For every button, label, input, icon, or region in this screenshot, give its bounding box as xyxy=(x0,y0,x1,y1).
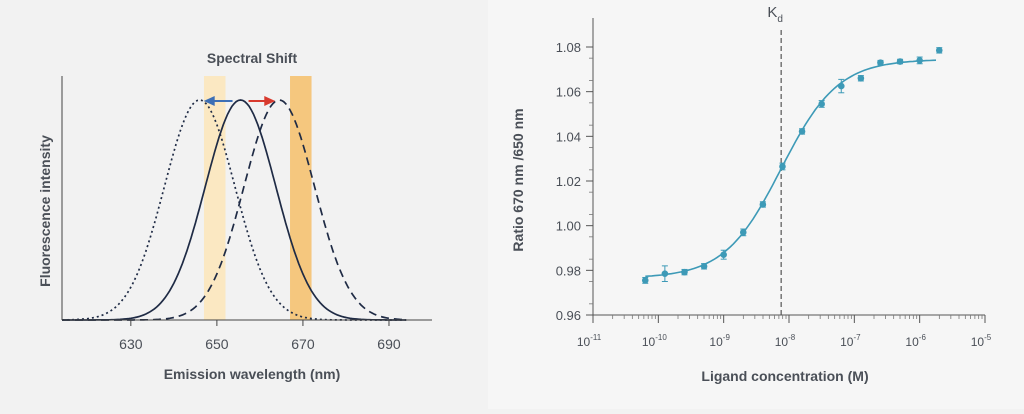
spectral-shift-chart: 630 650 670 690 Spectral Shift Emission wav… xyxy=(37,50,432,382)
data-point xyxy=(896,58,904,65)
data-point xyxy=(779,163,786,170)
x-tick-base: 10 xyxy=(709,335,723,349)
x-tick-exponent: -6 xyxy=(919,333,927,342)
x-ticks: 10-11 10-10 10-9 10-8 10-7 10-6 10-5 xyxy=(577,315,992,349)
x-tick-label: 630 xyxy=(119,336,143,352)
chart-title: Spectral Shift xyxy=(207,50,298,66)
data-point xyxy=(661,270,669,277)
highlight-band xyxy=(203,76,226,320)
kd-label-main: K xyxy=(767,4,777,21)
x-axis-label: Emission wavelength (nm) xyxy=(164,366,341,382)
fit-curve xyxy=(645,59,937,278)
y-tick-label: 1.06 xyxy=(556,85,581,100)
x-tick-label: 10-8 xyxy=(775,333,796,349)
data-point xyxy=(857,74,865,82)
x-tick-label: 10-11 xyxy=(577,333,602,349)
x-ticks: 630 650 670 690 xyxy=(119,320,401,352)
x-tick-label: 670 xyxy=(291,336,315,352)
x-tick-label: 650 xyxy=(205,336,229,352)
binding-curve-panel: 0.96 0.98 1.00 1.02 1.04 1.06 1.08 10-11 10-10 1… xyxy=(488,0,1024,409)
fit-line xyxy=(645,59,937,278)
data-point xyxy=(837,82,845,90)
y-axis-label: Ratio 670 nm /650 nm xyxy=(510,108,526,251)
x-tick-exponent: -5 xyxy=(984,333,992,342)
x-tick-exponent: -9 xyxy=(723,333,731,342)
x-tick-base: 10 xyxy=(775,335,789,349)
data-point xyxy=(798,128,806,135)
right-arrow-head xyxy=(264,96,276,106)
data-point xyxy=(818,100,825,108)
emission-curve-dashed xyxy=(62,99,407,321)
kd-label-sub: d xyxy=(777,14,783,25)
kd-marker: Kd xyxy=(767,4,783,315)
x-tick-label: 690 xyxy=(377,336,401,352)
y-tick-label: 1.08 xyxy=(556,40,581,55)
highlight-band xyxy=(290,76,312,320)
axes xyxy=(592,18,985,316)
x-tick-base: 10 xyxy=(840,335,854,349)
y-tick-label: 0.98 xyxy=(556,263,581,278)
data-point xyxy=(700,263,708,270)
emission-curve-solid xyxy=(62,99,407,321)
emission-curves xyxy=(62,99,407,321)
y-ticks: 0.96 0.98 1.00 1.02 1.04 1.06 1.08 xyxy=(556,40,593,323)
emission-curve-dotted xyxy=(62,99,407,321)
data-point xyxy=(935,47,943,54)
highlight-bands xyxy=(203,76,312,320)
y-tick-label: 0.96 xyxy=(556,308,581,323)
spectral-shift-panel: 630 650 670 690 Spectral Shift Emission wav… xyxy=(0,0,480,409)
x-tick-label: 10-10 xyxy=(642,333,667,349)
x-axis-label: Ligand concentration (M) xyxy=(701,368,868,384)
y-tick-label: 1.02 xyxy=(556,174,581,189)
x-tick-base: 10 xyxy=(971,335,985,349)
data-point xyxy=(759,201,767,208)
y-axis-label: Fluorescence intensity xyxy=(37,135,53,287)
x-tick-label: 10-7 xyxy=(840,333,861,349)
data-points xyxy=(641,47,943,284)
data-point xyxy=(641,277,649,284)
data-point xyxy=(877,59,884,66)
kd-label: Kd xyxy=(767,4,783,25)
y-tick-label: 1.04 xyxy=(556,129,581,144)
x-tick-base: 10 xyxy=(905,335,919,349)
y-tick-label: 1.00 xyxy=(556,219,581,234)
data-point xyxy=(720,251,727,258)
data-point xyxy=(916,57,923,64)
binding-curve-chart: 0.960.981.001.021.041.061.08 10-11 10-10 1… xyxy=(510,4,992,384)
x-tick-base: 10 xyxy=(577,335,591,349)
x-tick-label: 10-9 xyxy=(709,333,730,349)
x-tick-exponent: -10 xyxy=(655,333,667,342)
x-tick-exponent: -11 xyxy=(590,333,602,342)
data-point xyxy=(739,229,747,236)
shift-arrows xyxy=(203,96,276,106)
axes xyxy=(61,76,432,321)
left-arrow-head xyxy=(203,96,215,106)
x-tick-base: 10 xyxy=(642,335,656,349)
x-tick-exponent: -7 xyxy=(853,333,861,342)
x-tick-label: 10-5 xyxy=(971,333,992,349)
x-tick-exponent: -8 xyxy=(788,333,796,342)
data-point xyxy=(681,268,688,276)
x-tick-label: 10-6 xyxy=(905,333,926,349)
